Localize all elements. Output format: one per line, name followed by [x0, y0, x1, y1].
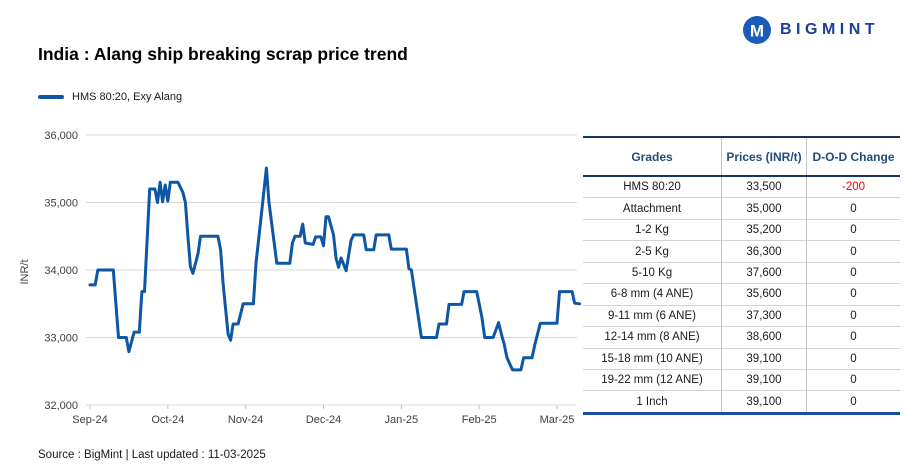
legend-series-label: HMS 80:20, Exy Alang	[72, 91, 183, 103]
header-prices: Prices (INR/t)	[722, 138, 807, 175]
grade-cell: 2-5 Kg	[583, 241, 722, 262]
x-axis-tick-label: Nov-24	[228, 414, 263, 426]
change-cell: 0	[850, 288, 857, 301]
bigmint-logo-icon: M	[743, 16, 771, 44]
grade-cell: 6-8 mm (4 ANE)	[583, 284, 722, 305]
change-cell: 0	[850, 202, 857, 215]
table-row: 6-8 mm (4 ANE) 35,600 0	[583, 283, 900, 305]
change-cell: 0	[850, 266, 857, 279]
header-grades: Grades	[583, 138, 722, 175]
y-axis-tick-label: 33,000	[44, 333, 78, 345]
x-axis-tick-label: Dec-24	[306, 414, 341, 426]
table-row: Attachment 35,000 0	[583, 197, 900, 219]
grade-cell: 12-14 mm (8 ANE)	[583, 327, 722, 348]
price-cell: 38,600	[722, 327, 807, 348]
y-axis-tick-label: 34,000	[44, 265, 78, 277]
chart-legend: HMS 80:20, Exy Alang	[38, 91, 182, 103]
x-axis-tick-label: Sep-24	[72, 414, 107, 426]
table-row: 9-11 mm (6 ANE) 37,300 0	[583, 304, 900, 327]
table-row: 15-18 mm (10 ANE) 39,100 0	[583, 347, 900, 369]
grade-cell: Attachment	[583, 198, 722, 219]
price-cell: 39,100	[722, 391, 807, 412]
price-cell: 39,100	[722, 369, 807, 391]
svg-text:M: M	[750, 22, 764, 41]
table-row: 1-2 Kg 35,200 0	[583, 218, 900, 241]
y-axis-title: INR/t	[19, 259, 31, 284]
grade-cell: 9-11 mm (6 ANE)	[583, 305, 722, 327]
x-axis-tick-label: Mar-25	[540, 414, 575, 426]
bigmint-logo: M BIGMINT	[742, 15, 879, 45]
prices-table: Grades Prices (INR/t) D-O-D Change HMS 8…	[583, 136, 900, 415]
table-row: 2-5 Kg 36,300 0	[583, 240, 900, 262]
source-note: Source : BigMint | Last updated : 11-03-…	[38, 449, 266, 461]
price-series-line	[88, 166, 582, 372]
price-cell: 35,200	[722, 219, 807, 241]
y-axis-tick-label: 36,000	[44, 130, 78, 142]
change-cell: 0	[850, 395, 857, 408]
grade-cell: 5-10 Kg	[583, 262, 722, 284]
x-axis-tick-label: Jan-25	[385, 414, 419, 426]
price-cell: 35,000	[722, 198, 807, 219]
header-dod-change: D-O-D Change	[812, 149, 895, 164]
price-cell: 33,500	[722, 177, 807, 198]
table-row: 12-14 mm (8 ANE) 38,600 0	[583, 326, 900, 348]
price-cell: 39,100	[722, 348, 807, 369]
grade-cell: 1 Inch	[583, 391, 722, 412]
grade-cell: 19-22 mm (12 ANE)	[583, 369, 722, 391]
change-cell: 0	[850, 374, 857, 387]
grade-cell: 1-2 Kg	[583, 219, 722, 241]
price-cell: 35,600	[722, 284, 807, 305]
prices-table-body: HMS 80:20 33,500 -200 Attachment 35,000 0 1-2 …	[583, 177, 900, 412]
price-trend-line-chart: 32,000 33,000 34,000 35,000 36,000 Sep-24 Oct-…	[19, 130, 582, 426]
x-axis-tick-label: Feb-25	[462, 414, 497, 426]
table-row: HMS 80:20 33,500 -200	[583, 177, 900, 198]
change-cell: 0	[850, 224, 857, 237]
chart-title: India : Alang ship breaking scrap price …	[38, 44, 408, 64]
prices-table-header: Grades Prices (INR/t) D-O-D Change	[583, 138, 900, 177]
price-cell: 37,600	[722, 262, 807, 284]
bigmint-wordmark: BIGMINT	[780, 21, 880, 38]
change-cell: 0	[850, 352, 857, 365]
change-cell: 0	[850, 309, 857, 322]
price-cell: 36,300	[722, 241, 807, 262]
table-row: 5-10 Kg 37,600 0	[583, 261, 900, 284]
change-cell: 0	[850, 245, 857, 258]
grade-cell: 15-18 mm (10 ANE)	[583, 348, 722, 369]
grade-cell: HMS 80:20	[583, 177, 722, 198]
y-axis-tick-label: 32,000	[44, 400, 78, 412]
legend-line-swatch	[38, 95, 64, 99]
y-axis-tick-label: 35,000	[44, 198, 78, 210]
change-cell: -200	[841, 181, 866, 194]
table-row: 19-22 mm (12 ANE) 39,100 0	[583, 368, 900, 391]
change-cell: 0	[850, 331, 857, 344]
table-row: 1 Inch 39,100 0	[583, 390, 900, 412]
price-cell: 37,300	[722, 305, 807, 327]
x-axis-tick-label: Oct-24	[151, 414, 184, 426]
